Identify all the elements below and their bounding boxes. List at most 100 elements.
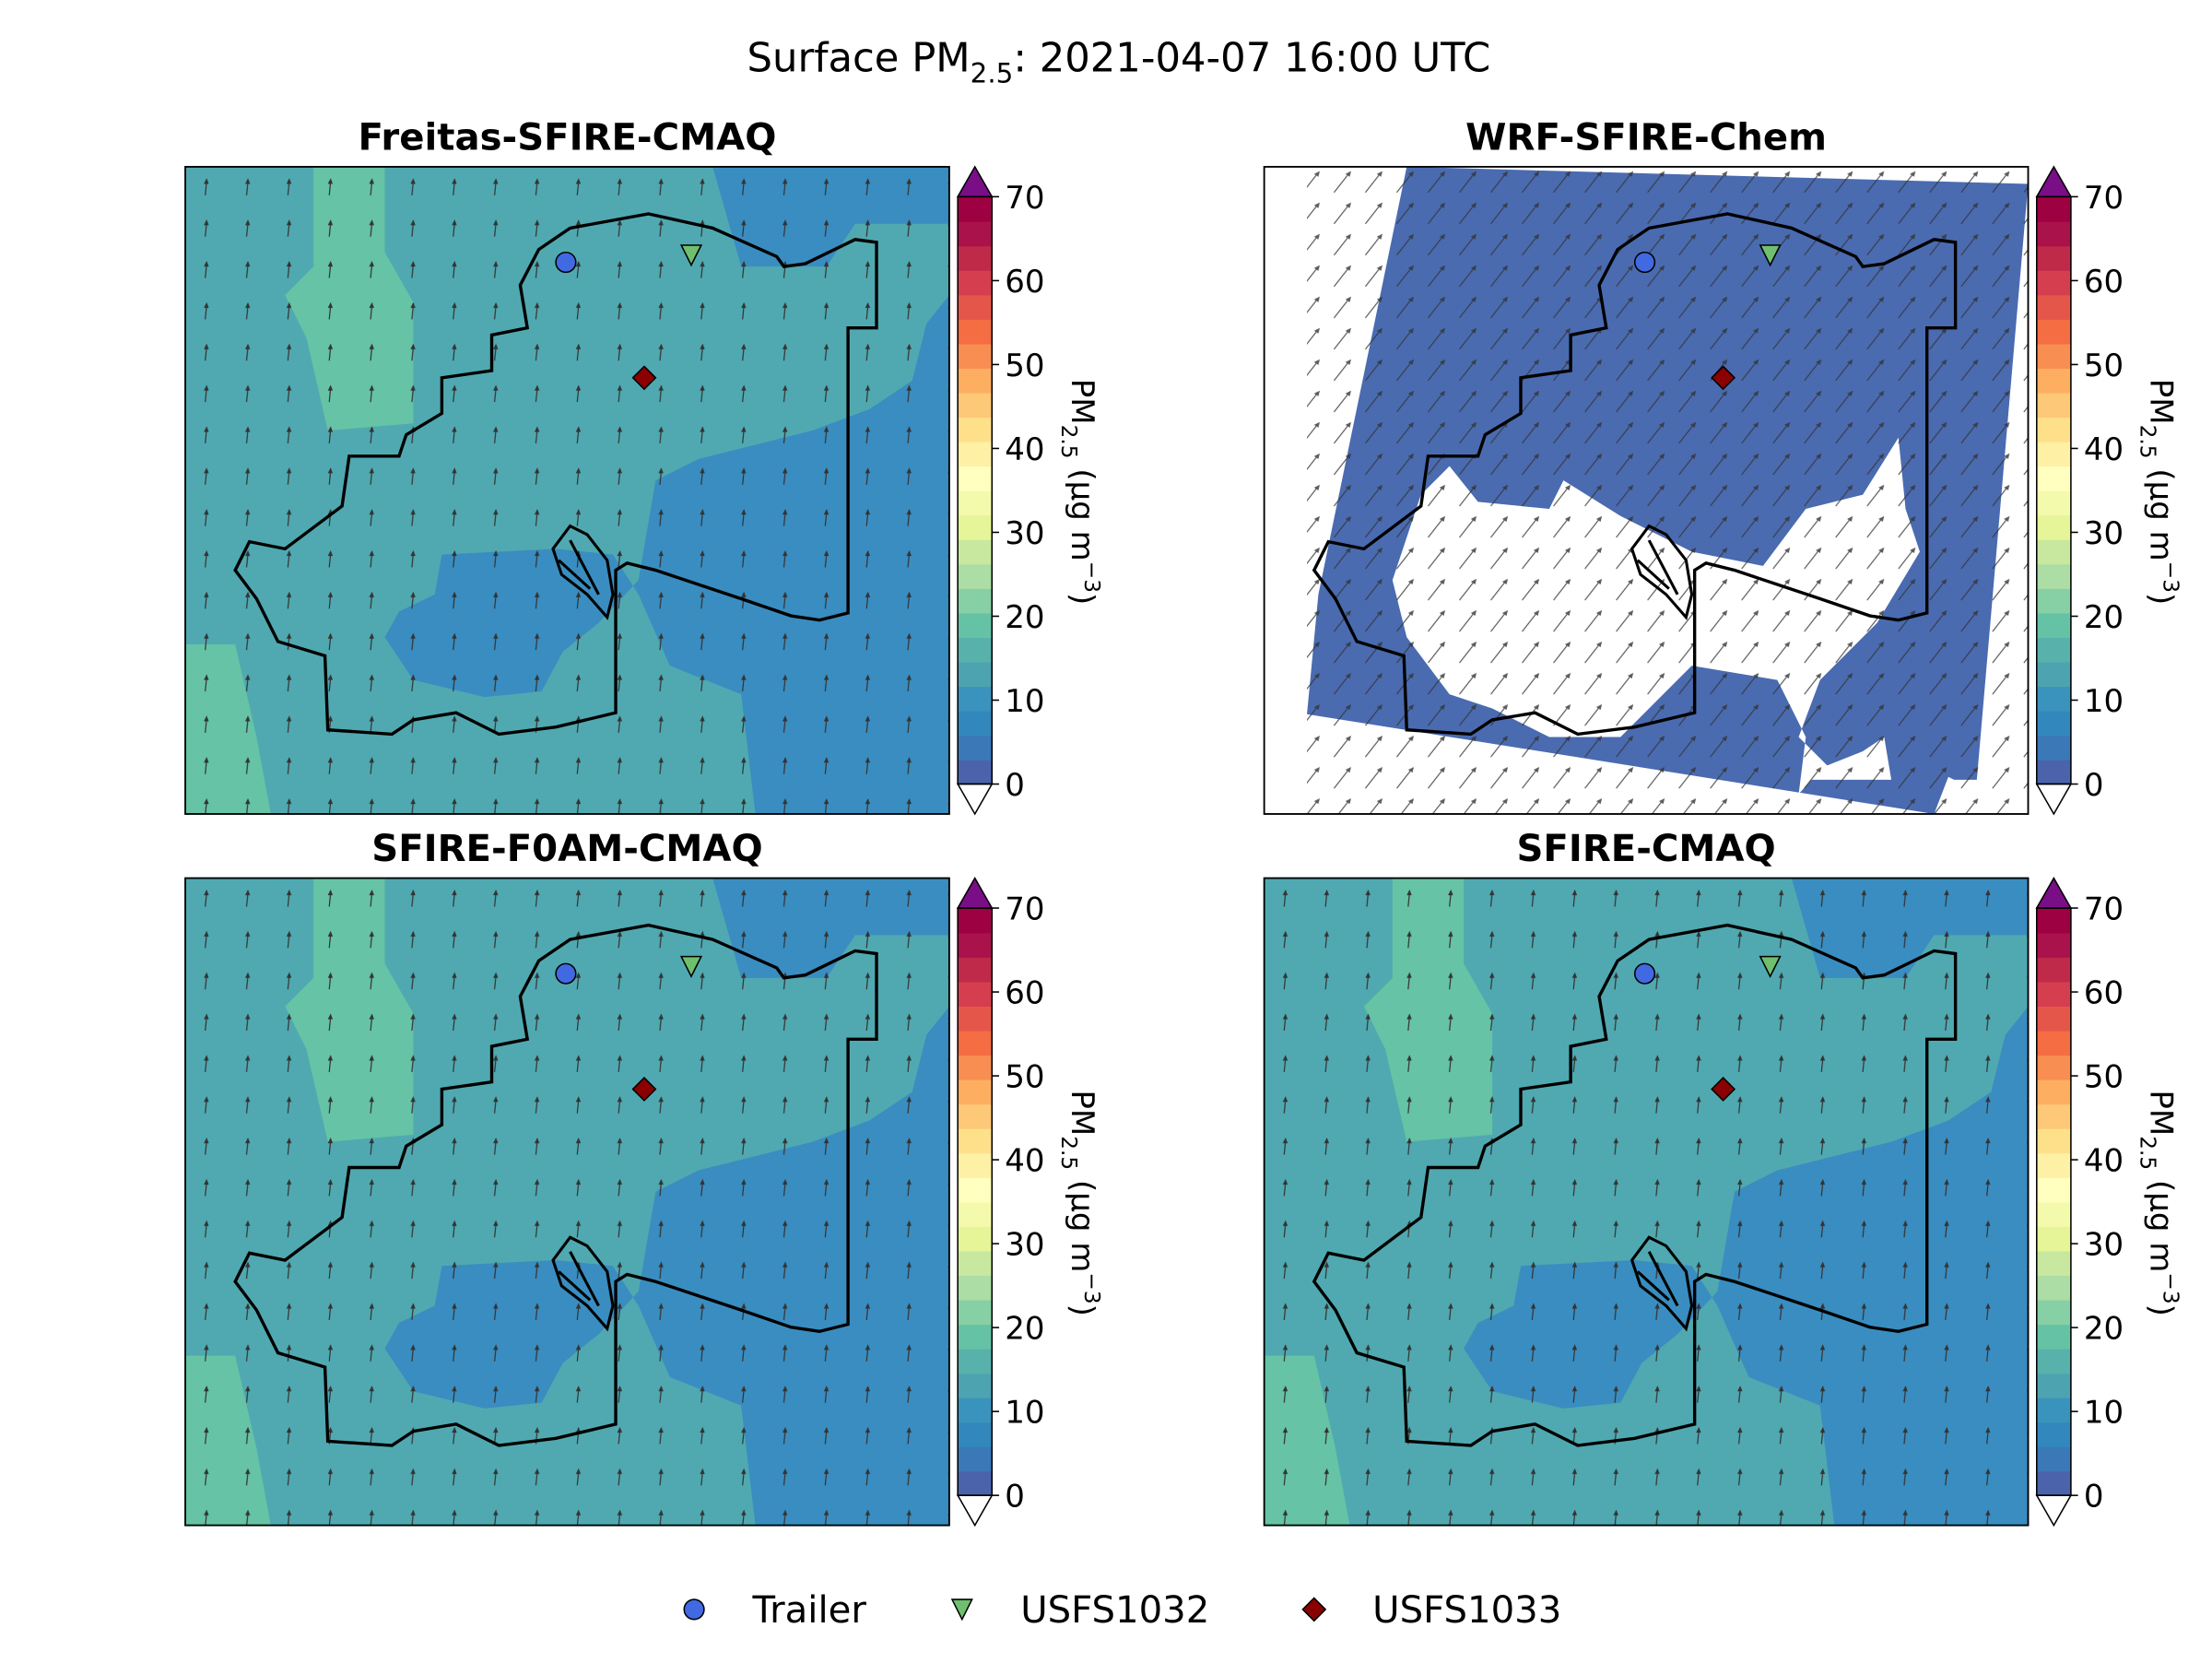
colorbar-label-part: −3 xyxy=(1079,561,1104,593)
colorbar-tick-label: 10 xyxy=(1005,1395,1044,1432)
colorbar-band xyxy=(958,563,993,589)
colorbar-band xyxy=(2036,539,2071,565)
colorbar-extend-over xyxy=(2035,877,2073,909)
colorbar-band xyxy=(958,981,993,1008)
fire-perimeter xyxy=(233,212,878,737)
colorbar-band xyxy=(958,1275,993,1301)
colorbar-band xyxy=(958,957,993,983)
colorbar-tick-label: 70 xyxy=(2084,180,2124,217)
colorbar-band xyxy=(2036,957,2071,983)
colorbar-tick-label: 40 xyxy=(2084,1142,2124,1179)
panel-title: SFIRE-F0AM-CMAQ xyxy=(371,828,762,870)
colorbar-band xyxy=(2036,612,2071,639)
colorbar-band xyxy=(2036,1299,2071,1326)
colorbar-band xyxy=(2036,1177,2071,1203)
colorbar-band xyxy=(2036,1152,2071,1178)
colorbar-label-part: −3 xyxy=(2158,561,2183,593)
map-frame xyxy=(1263,877,2030,1527)
colorbar-band xyxy=(2036,1446,2071,1472)
colorbar-band xyxy=(2036,417,2071,442)
fire-perimeter xyxy=(1630,524,1694,620)
site-marker xyxy=(679,244,703,267)
colorbar-band xyxy=(958,1226,993,1252)
colorbar-band xyxy=(958,1030,993,1056)
colorbar-band xyxy=(2036,1201,2071,1227)
colorbar-band xyxy=(2036,686,2071,712)
colorbar-band xyxy=(958,1250,993,1277)
map-panel: Freitas-SFIRE-CMAQ xyxy=(184,116,950,815)
colorbar-band xyxy=(958,759,993,785)
site-marker xyxy=(1759,244,1782,267)
colorbar-band xyxy=(2036,735,2071,761)
colorbar-extend-over xyxy=(956,877,994,909)
colorbar-band xyxy=(958,368,993,394)
panel-title: SFIRE-CMAQ xyxy=(1516,828,1775,870)
legend-label: USFS1033 xyxy=(1372,1589,1561,1632)
colorbar-tick-label: 60 xyxy=(2084,264,2124,301)
colorbar-band xyxy=(2036,1030,2071,1056)
colorbar-band xyxy=(958,1446,993,1472)
colorbar-band xyxy=(958,1055,993,1080)
colorbar-extend-under xyxy=(2035,1494,2073,1527)
colorbar-extend-under xyxy=(956,783,994,816)
colorbar-band xyxy=(2036,1275,2071,1301)
colorbar-band xyxy=(2036,759,2071,785)
colorbar-tick-label: 0 xyxy=(1005,1479,1025,1516)
colorbar-tick-label: 50 xyxy=(2084,348,2124,384)
colorbar-band xyxy=(958,1397,993,1423)
colorbar-frame xyxy=(957,907,994,1496)
fire-perimeter xyxy=(233,923,878,1447)
colorbar-tick-label: 30 xyxy=(2084,515,2124,552)
colorbar-extend-over xyxy=(2035,165,2073,198)
colorbar-band xyxy=(958,1373,993,1398)
colorbar-tick-label: 70 xyxy=(1005,180,1044,217)
colorbar-band xyxy=(958,417,993,442)
fire-perimeter xyxy=(551,1235,615,1332)
colorbar-label-part: 2.5 xyxy=(2136,425,2160,459)
site-marker xyxy=(1633,962,1656,985)
map-panel: SFIRE-F0AM-CMAQ xyxy=(184,828,950,1527)
colorbar-band xyxy=(958,1470,993,1496)
panel-title: Freitas-SFIRE-CMAQ xyxy=(359,116,777,159)
site-marker xyxy=(1759,955,1782,979)
figure-title: Surface PM2.5: 2021-04-07 16:00 UTC xyxy=(747,35,1491,88)
legend-label: USFS1032 xyxy=(1020,1589,1209,1632)
colorbar-label-part: ) xyxy=(1064,1304,1100,1316)
colorbar-tick-label: 0 xyxy=(1005,767,1025,804)
colorbar-band xyxy=(2036,1127,2071,1154)
colorbar-band xyxy=(2036,343,2071,369)
wind-vectors xyxy=(185,878,949,1526)
colorbar-tick-label: 60 xyxy=(2084,974,2124,1011)
colorbar-band xyxy=(2036,441,2071,467)
fire-perimeter xyxy=(1630,1235,1694,1332)
fire-perimeter xyxy=(1312,923,1958,1447)
legend-marker xyxy=(1301,1597,1327,1622)
colorbar-band xyxy=(2036,1470,2071,1496)
colorbar-label-part: −3 xyxy=(1079,1272,1104,1303)
colorbar-band xyxy=(958,612,993,639)
colorbar-band xyxy=(958,1006,993,1032)
colorbar-label-part: (μg m xyxy=(1064,1170,1100,1272)
colorbar-band xyxy=(958,1103,993,1129)
colorbar-band xyxy=(958,343,993,369)
colorbar-frame xyxy=(2036,195,2072,785)
colorbar-label-part: (μg m xyxy=(1064,459,1100,561)
colorbar-band xyxy=(2036,1079,2071,1105)
colorbar-band xyxy=(958,932,993,958)
colorbar-label-part: 2.5 xyxy=(1056,425,1081,459)
colorbar-band xyxy=(958,220,993,247)
colorbar-tick-label: 60 xyxy=(1005,974,1044,1011)
colorbar-tick-label: 60 xyxy=(1005,264,1044,301)
colorbar-tick-label: 30 xyxy=(1005,515,1044,552)
colorbar-band xyxy=(2036,1421,2071,1447)
colorbar-band xyxy=(958,908,993,934)
colorbar-band xyxy=(958,1299,993,1326)
colorbar-tick-label: 10 xyxy=(2084,1395,2124,1432)
colorbar-band xyxy=(958,1201,993,1227)
colorbar-band xyxy=(958,686,993,712)
colorbar-band xyxy=(958,1127,993,1154)
map-frame xyxy=(1263,166,2030,815)
colorbar-band xyxy=(2036,245,2071,271)
colorbar-band xyxy=(2036,514,2071,540)
colorbar-tick-label: 30 xyxy=(2084,1226,2124,1263)
